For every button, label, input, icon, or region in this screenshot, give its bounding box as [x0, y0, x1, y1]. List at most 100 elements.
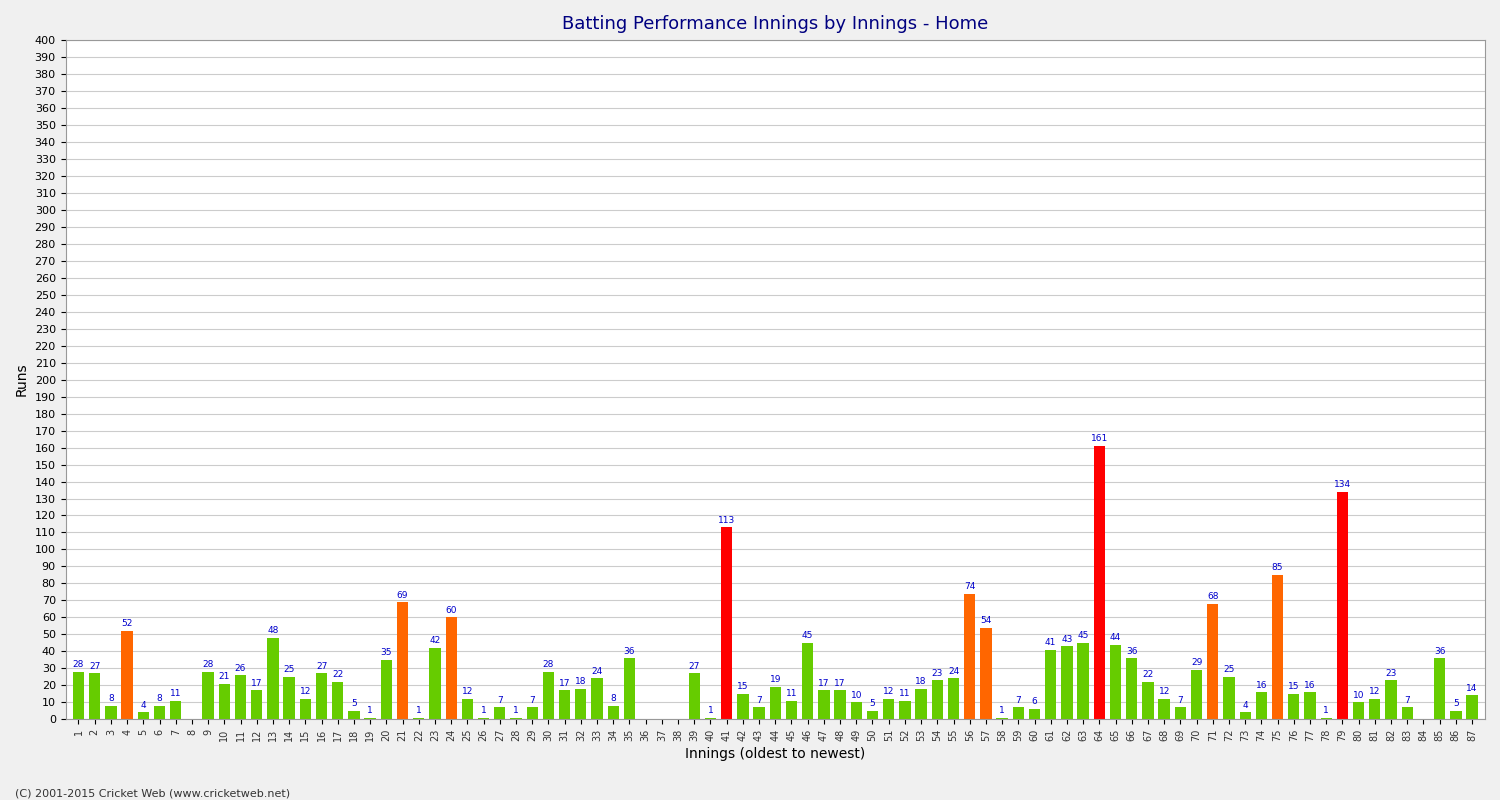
Bar — [1029, 709, 1039, 719]
Text: 27: 27 — [88, 662, 101, 671]
Bar — [1467, 695, 1478, 719]
Text: 4: 4 — [1242, 701, 1248, 710]
Y-axis label: Runs: Runs — [15, 363, 28, 397]
Text: 36: 36 — [1434, 646, 1446, 655]
Bar — [964, 594, 975, 719]
Text: 54: 54 — [980, 616, 992, 625]
Bar — [1077, 643, 1089, 719]
Text: 1: 1 — [416, 706, 422, 715]
Text: 48: 48 — [267, 626, 279, 635]
Text: 12: 12 — [300, 687, 310, 696]
Bar — [348, 710, 360, 719]
Text: 29: 29 — [1191, 658, 1203, 667]
Text: 1: 1 — [708, 706, 714, 715]
Bar — [88, 674, 101, 719]
Bar — [1224, 677, 1234, 719]
Text: 16: 16 — [1256, 681, 1268, 690]
Bar — [478, 718, 489, 719]
Text: 7: 7 — [1404, 696, 1410, 705]
Text: 8: 8 — [108, 694, 114, 703]
Text: 17: 17 — [834, 679, 846, 688]
Text: 5: 5 — [1454, 699, 1458, 708]
Text: 10: 10 — [850, 690, 862, 700]
Text: (C) 2001-2015 Cricket Web (www.cricketweb.net): (C) 2001-2015 Cricket Web (www.cricketwe… — [15, 788, 290, 798]
Bar — [1110, 645, 1120, 719]
Text: 8: 8 — [156, 694, 162, 703]
Text: 1: 1 — [513, 706, 519, 715]
Text: 1: 1 — [1323, 706, 1329, 715]
Bar — [753, 707, 765, 719]
Bar — [1126, 658, 1137, 719]
Text: 28: 28 — [74, 660, 84, 669]
Bar — [818, 690, 830, 719]
Bar — [1174, 707, 1186, 719]
Bar — [170, 701, 182, 719]
Bar — [1256, 692, 1268, 719]
Text: 26: 26 — [236, 663, 246, 673]
Text: 60: 60 — [446, 606, 458, 615]
Bar — [1239, 713, 1251, 719]
Text: 12: 12 — [1370, 687, 1380, 696]
Bar — [850, 702, 862, 719]
Text: 68: 68 — [1208, 592, 1218, 602]
Text: 17: 17 — [251, 679, 262, 688]
Text: 25: 25 — [284, 666, 296, 674]
Bar — [381, 660, 392, 719]
Text: 12: 12 — [462, 687, 472, 696]
Bar — [1191, 670, 1202, 719]
Text: 35: 35 — [381, 648, 392, 658]
Text: 44: 44 — [1110, 633, 1120, 642]
Bar — [526, 707, 538, 719]
Text: 24: 24 — [948, 667, 958, 676]
Bar — [154, 706, 165, 719]
Text: 25: 25 — [1224, 666, 1234, 674]
Text: 28: 28 — [202, 660, 214, 669]
Text: 1: 1 — [368, 706, 374, 715]
Text: 18: 18 — [915, 677, 927, 686]
Text: 27: 27 — [316, 662, 327, 671]
Text: 22: 22 — [332, 670, 344, 679]
Bar — [1288, 694, 1299, 719]
Bar — [802, 643, 813, 719]
Bar — [74, 672, 84, 719]
Bar — [332, 682, 344, 719]
Text: 11: 11 — [786, 689, 796, 698]
Text: 85: 85 — [1272, 563, 1284, 572]
Bar — [510, 718, 522, 719]
Text: 19: 19 — [770, 675, 782, 685]
Text: 15: 15 — [1288, 682, 1299, 691]
Bar — [1353, 702, 1365, 719]
Bar — [236, 675, 246, 719]
Title: Batting Performance Innings by Innings - Home: Batting Performance Innings by Innings -… — [562, 15, 988, 33]
Bar — [1320, 718, 1332, 719]
Bar — [543, 672, 554, 719]
Bar — [608, 706, 619, 719]
Bar — [574, 689, 586, 719]
Bar — [1208, 604, 1218, 719]
Bar — [1143, 682, 1154, 719]
X-axis label: Innings (oldest to newest): Innings (oldest to newest) — [686, 747, 865, 761]
Text: 134: 134 — [1334, 480, 1352, 489]
Text: 42: 42 — [429, 636, 441, 646]
Bar — [1336, 492, 1348, 719]
Bar — [948, 678, 958, 719]
Text: 43: 43 — [1060, 634, 1072, 644]
Bar — [1370, 699, 1380, 719]
Bar — [251, 690, 262, 719]
Bar — [867, 710, 877, 719]
Bar — [1450, 710, 1461, 719]
Text: 23: 23 — [1386, 669, 1396, 678]
Text: 24: 24 — [591, 667, 603, 676]
Bar — [1062, 646, 1072, 719]
Text: 45: 45 — [802, 631, 813, 640]
Text: 113: 113 — [718, 516, 735, 525]
Bar — [202, 672, 214, 719]
Bar — [722, 527, 732, 719]
Text: 69: 69 — [398, 590, 408, 599]
Bar — [834, 690, 846, 719]
Text: 17: 17 — [818, 679, 830, 688]
Bar — [1272, 575, 1284, 719]
Bar — [1305, 692, 1316, 719]
Bar — [770, 687, 782, 719]
Text: 12: 12 — [1158, 687, 1170, 696]
